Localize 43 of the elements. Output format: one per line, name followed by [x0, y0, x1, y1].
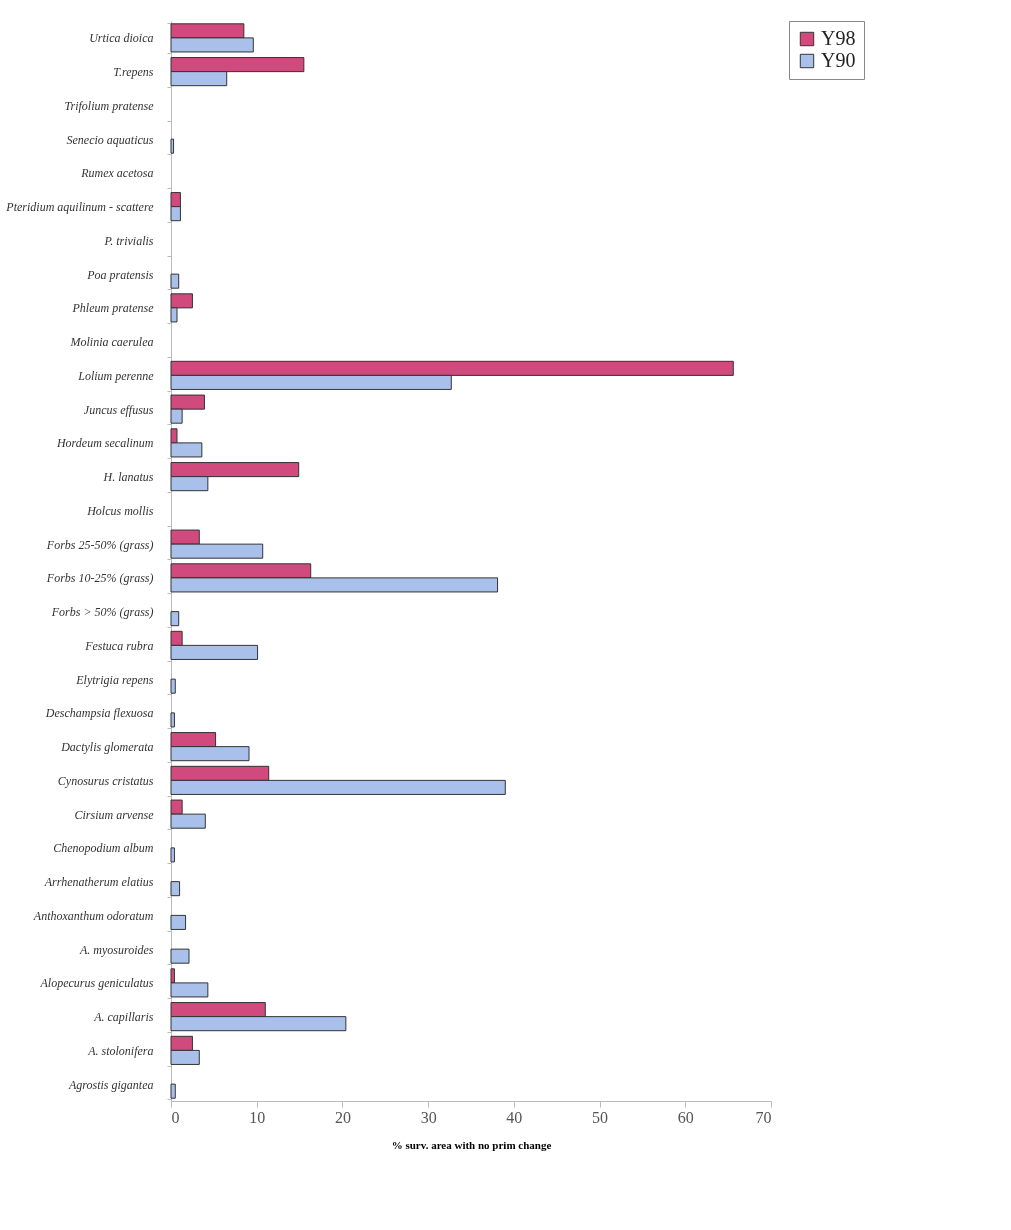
y-tick-label: Senecio aquaticus	[66, 132, 154, 147]
y-tick-label: T.repens	[113, 65, 154, 80]
x-tick-label: 30	[420, 1108, 437, 1126]
y-tick-label: Rumex acetosa	[80, 166, 154, 181]
y-tick-label: A. stolonifera	[87, 1043, 154, 1058]
y-tick-label: Cynosurus cristatus	[57, 773, 154, 788]
legend-label: Y98	[821, 27, 856, 49]
y-tick-label: Arrhenatherum elatius	[43, 875, 154, 890]
y-tick-label: A. myosuroides	[78, 942, 154, 957]
x-tick-label: 60	[677, 1108, 694, 1126]
y-tick-label: Forbs 10-25% (grass)	[45, 571, 154, 586]
y-tick-label: Phleum pratense	[71, 301, 155, 316]
legend-label: Y90	[821, 49, 856, 71]
y-tick-label: Cirsium arvense	[74, 807, 155, 822]
y-tick-label: Alopecurus geniculatus	[39, 976, 154, 991]
y-tick-label: H. lanatus	[102, 470, 154, 485]
y-tick-label: Chenopodium album	[53, 841, 154, 856]
x-tick-label: 70	[755, 1108, 772, 1126]
x-tick-label: 40	[506, 1108, 523, 1126]
y-tick-label: Elytrigia repens	[75, 672, 154, 687]
y-tick-label: Festuca rubra	[84, 638, 154, 653]
x-tick-label: 50	[592, 1108, 609, 1126]
y-tick-label: Dactylis glomerata	[60, 740, 154, 755]
y-tick-label: Lolium perenne	[77, 368, 155, 383]
x-tick-label: 10	[249, 1108, 266, 1126]
x-tick-label: 20	[334, 1108, 351, 1126]
y-tick-label: Forbs 25-50% (grass)	[45, 537, 154, 552]
y-tick-label: Anthoxanthum odoratum	[32, 908, 154, 923]
y-tick-label: P. trivialis	[103, 233, 154, 248]
y-tick-label: Juncus effusus	[83, 402, 154, 417]
y-tick-label: Molinia caerulea	[69, 335, 154, 350]
x-tick-label: 0	[171, 1108, 180, 1126]
y-tick-label: Urtica dioica	[89, 31, 154, 46]
y-tick-label: Forbs > 50% (grass)	[50, 605, 154, 620]
y-tick-label: Deschampsia flexuosa	[44, 706, 154, 721]
y-tick-label: Poa pratensis	[86, 267, 154, 282]
y-tick-label: Holcus mollis	[86, 503, 154, 518]
y-tick-label: Pteridium aquilinum - scattere	[5, 200, 155, 215]
y-tick-label: Trifolium pratense	[64, 98, 155, 113]
y-tick-label: Hordeum secalinum	[55, 436, 154, 451]
y-tick-label: A. capillaris	[93, 1010, 154, 1025]
y-tick-label: Agrostis gigantea	[67, 1077, 154, 1092]
x-axis-title: % surv. area with no prim change	[391, 1138, 552, 1151]
